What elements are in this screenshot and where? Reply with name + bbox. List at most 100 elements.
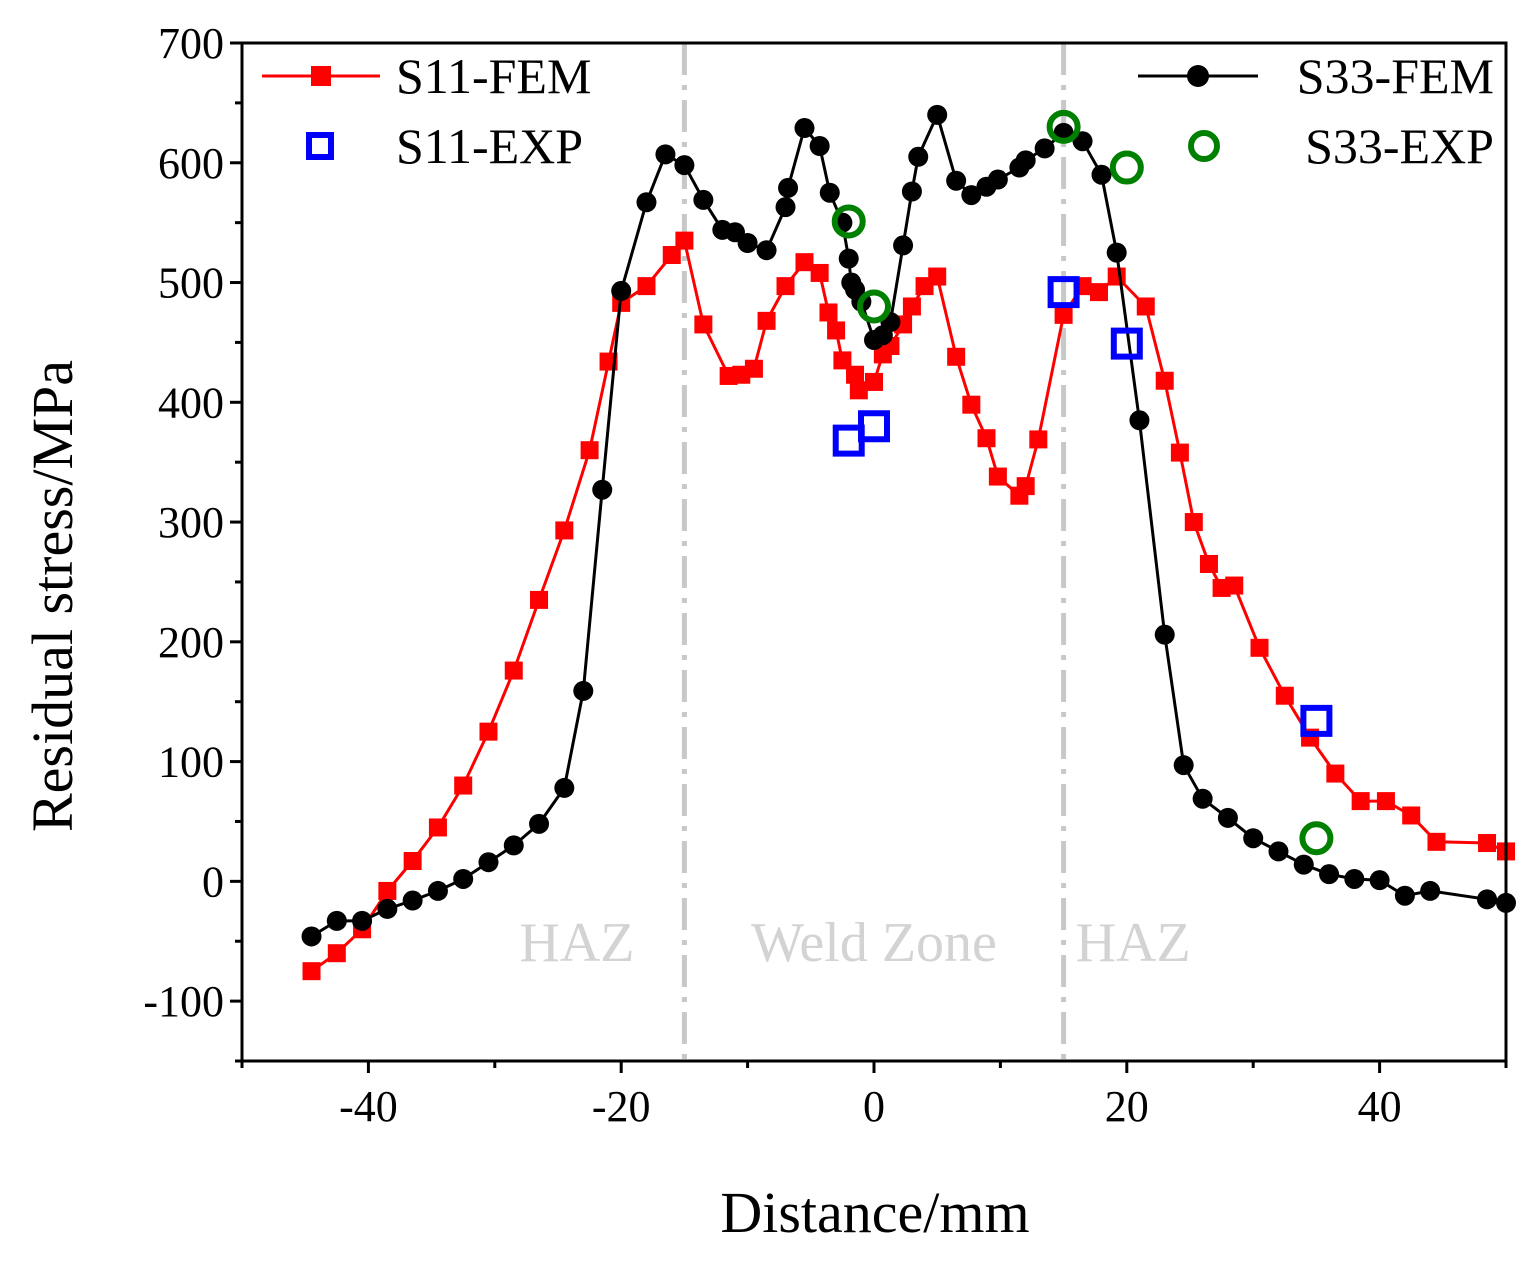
- data-point: [962, 395, 981, 414]
- data-point: [809, 135, 830, 156]
- data-point: [592, 479, 613, 500]
- data-point: [427, 880, 448, 901]
- data-point: [832, 424, 865, 457]
- data-point: [819, 182, 840, 203]
- data-point: [1427, 832, 1446, 851]
- data-point: [378, 881, 397, 900]
- data-point: [858, 410, 890, 443]
- legend-marker: [306, 132, 334, 160]
- data-point: [1293, 854, 1314, 875]
- y-tick-label: 200: [158, 618, 224, 667]
- data-point: [662, 245, 681, 264]
- data-point: [794, 118, 815, 139]
- x-tick-label: 0: [863, 1082, 885, 1131]
- y-tick-label: 300: [158, 498, 224, 547]
- data-point: [1109, 150, 1144, 185]
- legend-marker: [1187, 65, 1209, 87]
- data-point: [428, 818, 447, 837]
- data-point: [301, 926, 322, 947]
- data-point: [554, 777, 575, 798]
- data-point: [1250, 638, 1269, 657]
- data-point: [1394, 885, 1415, 906]
- legend-marker: [1188, 130, 1220, 162]
- data-point: [838, 248, 859, 269]
- data-point: [865, 372, 883, 391]
- zone-label: HAZ: [1076, 912, 1191, 974]
- zone-layer: HAZ Weld Zone HAZ: [519, 43, 1191, 1061]
- x-tick-label: 20: [1105, 1082, 1149, 1131]
- data-point: [1268, 841, 1289, 862]
- data-point: [1155, 371, 1174, 390]
- data-point: [675, 231, 694, 250]
- data-point: [857, 289, 891, 324]
- x-tick-label: -20: [592, 1082, 651, 1131]
- data-point: [961, 185, 982, 206]
- zone-label: HAZ: [519, 912, 634, 974]
- data-point: [327, 944, 346, 963]
- data-point: [453, 868, 474, 889]
- data-point: [1351, 792, 1370, 811]
- y-tick-label: 400: [158, 378, 224, 427]
- data-point: [901, 181, 922, 202]
- data-point: [1199, 554, 1218, 573]
- data-point: [637, 277, 656, 296]
- data-point: [573, 680, 594, 701]
- y-tick-label: 700: [158, 19, 224, 68]
- data-point: [1110, 327, 1143, 360]
- legend-label: S11-EXP: [396, 118, 583, 174]
- data-point: [1344, 868, 1365, 889]
- data-point: [674, 155, 695, 176]
- data-point: [1091, 164, 1112, 185]
- y-axis-title: Residual stress/MPa: [20, 360, 85, 832]
- data-point: [928, 267, 947, 286]
- y-tick-label: 100: [158, 738, 224, 787]
- data-point: [778, 177, 799, 198]
- series-layer: [301, 104, 1516, 981]
- y-tick-label: 600: [158, 139, 224, 188]
- data-point: [1299, 821, 1334, 856]
- data-point: [1170, 443, 1189, 462]
- data-point: [1047, 276, 1080, 309]
- data-point: [757, 311, 776, 330]
- y-tick-label: 0: [202, 857, 224, 906]
- data-point: [1477, 889, 1498, 910]
- data-point: [946, 170, 967, 191]
- data-point: [977, 429, 996, 448]
- data-point: [902, 297, 921, 316]
- data-point: [1478, 834, 1497, 853]
- data-point: [1184, 513, 1203, 532]
- data-point: [580, 441, 599, 460]
- legend-entry-s33-fem: S33-FEM: [1138, 48, 1494, 104]
- data-point: [1089, 283, 1108, 302]
- data-point: [1243, 828, 1264, 849]
- data-point: [1173, 755, 1194, 776]
- data-point: [1136, 297, 1155, 316]
- data-point: [795, 253, 814, 272]
- data-point: [908, 146, 929, 167]
- data-point: [478, 852, 499, 873]
- data-point: [1016, 477, 1035, 496]
- data-point: [377, 898, 398, 919]
- data-point: [1029, 430, 1048, 449]
- data-point: [479, 722, 498, 741]
- data-point: [831, 204, 866, 239]
- data-point: [402, 890, 423, 911]
- data-point: [893, 235, 914, 256]
- data-point: [849, 381, 868, 400]
- data-point: [827, 321, 846, 340]
- x-tick-label: -40: [339, 1082, 398, 1131]
- data-point: [1369, 870, 1390, 891]
- data-point: [1015, 150, 1036, 171]
- data-point: [655, 144, 676, 165]
- data-point: [737, 233, 758, 254]
- data-point: [1106, 242, 1127, 263]
- data-point: [403, 851, 422, 870]
- data-point: [819, 303, 838, 322]
- series-s33-fem: [301, 104, 1516, 947]
- data-point: [1107, 267, 1126, 286]
- data-point: [1326, 764, 1345, 783]
- legend-entry-s11-exp: S11-EXP: [306, 118, 583, 174]
- data-point: [454, 776, 473, 795]
